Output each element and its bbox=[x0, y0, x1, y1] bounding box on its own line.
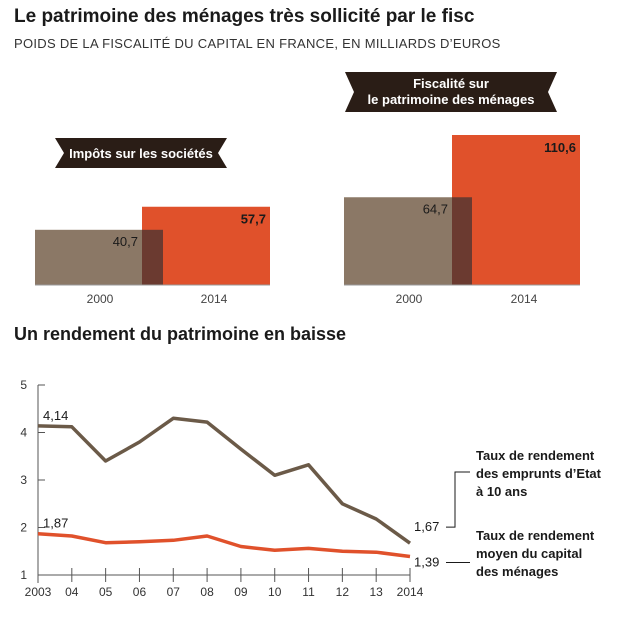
y-tick-label-4: 4 bbox=[20, 426, 27, 440]
bar-2014-2 bbox=[452, 135, 580, 285]
x-tick-label-6: 09 bbox=[234, 585, 248, 599]
x-tick-label-8: 11 bbox=[302, 585, 315, 599]
series-line-2 bbox=[37, 531, 411, 559]
bar-2000-1 bbox=[35, 229, 163, 285]
chart-title-2-line-1: Fiscalité sur bbox=[413, 76, 489, 91]
x-tick-label-9: 12 bbox=[336, 585, 350, 599]
legend-1-line-1: Taux de rendement bbox=[476, 448, 595, 463]
y-tick-label-1: 1 bbox=[20, 568, 27, 582]
bar-2014-1 bbox=[142, 206, 270, 285]
x-tick-label-4: 07 bbox=[167, 585, 181, 599]
value-label-2000-1: 40,7 bbox=[113, 234, 138, 249]
series-start-label-2: 1,87 bbox=[43, 516, 68, 531]
series-end-label-1: 1,67 bbox=[414, 519, 439, 534]
series-end-label-2: 1,39 bbox=[414, 554, 439, 569]
category-label-2014-1: 2014 bbox=[201, 292, 228, 306]
x-tick-label-5: 08 bbox=[200, 585, 214, 599]
x-tick-label-0: 2003 bbox=[25, 585, 52, 599]
category-label-2014-2: 2014 bbox=[511, 292, 538, 306]
bar-overlap-2 bbox=[452, 197, 472, 285]
legend-1-line-3: à 10 ans bbox=[476, 484, 527, 499]
x-tick-label-7: 10 bbox=[268, 585, 282, 599]
value-label-2014-1: 57,7 bbox=[241, 212, 266, 227]
chart-title-2-line-2: le patrimoine des ménages bbox=[368, 92, 535, 107]
bar-charts: 40,7 57,7 2000 2014 Impôts sur les sociétés 6… bbox=[35, 72, 580, 306]
legend-2-line-3: des ménages bbox=[476, 564, 558, 579]
y-tick-label-2: 2 bbox=[20, 521, 27, 535]
page-title: Le patrimoine des ménages très sollicité… bbox=[14, 6, 475, 27]
series-start-label-1: 4,14 bbox=[43, 408, 68, 423]
legend-2-line-2: moyen du capital bbox=[476, 546, 582, 561]
chart-title-banner-2 bbox=[345, 72, 557, 112]
line-chart-title: Un rendement du patrimoine en baisse bbox=[14, 324, 347, 344]
x-tick-label-10: 13 bbox=[370, 585, 384, 599]
bar-2000-2 bbox=[344, 197, 472, 285]
bar-overlap-1 bbox=[142, 229, 163, 285]
legend-connector-1 bbox=[446, 471, 470, 528]
y-tick-label-5: 5 bbox=[20, 378, 27, 392]
value-label-2000-2: 64,7 bbox=[423, 201, 448, 216]
chart-title-1-line-1: Impôts sur les sociétés bbox=[69, 146, 213, 161]
value-label-2014-2: 110,6 bbox=[544, 140, 576, 155]
x-tick-label-2: 05 bbox=[99, 585, 113, 599]
legend-1-line-2: des emprunts d’Etat bbox=[476, 466, 602, 481]
category-label-2000-1: 2000 bbox=[87, 292, 114, 306]
x-tick-label-11: 2014 bbox=[397, 585, 424, 599]
x-tick-label-3: 06 bbox=[133, 585, 147, 599]
chart-title-banner-1 bbox=[55, 138, 227, 168]
category-label-2000-2: 2000 bbox=[396, 292, 423, 306]
page-subtitle: POIDS DE LA FISCALITÉ DU CAPITAL EN FRAN… bbox=[14, 36, 501, 51]
legend-2-line-1: Taux de rendement bbox=[476, 528, 595, 543]
y-tick-label-3: 3 bbox=[20, 473, 27, 487]
x-tick-label-1: 04 bbox=[65, 585, 79, 599]
series-line-1 bbox=[37, 416, 412, 545]
